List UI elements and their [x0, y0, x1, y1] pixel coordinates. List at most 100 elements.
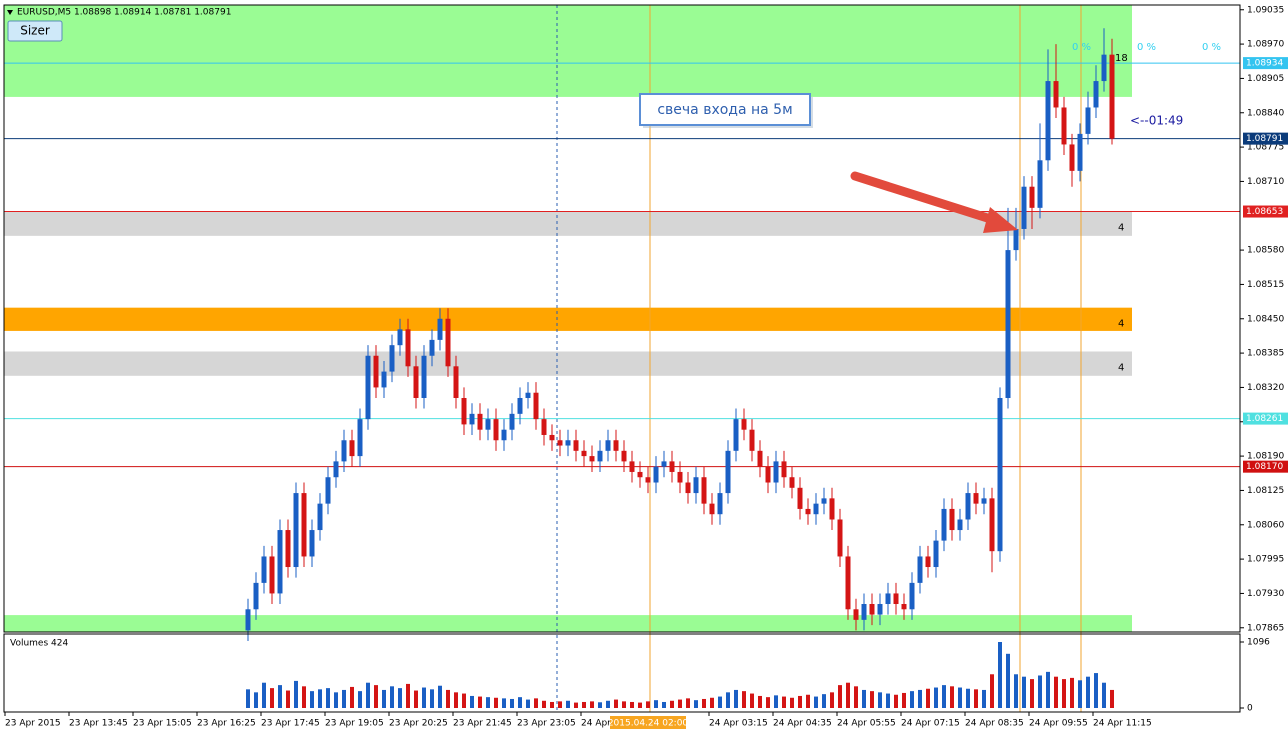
y-tick-label: 1.08125: [1247, 486, 1284, 496]
volume-bar: [862, 689, 866, 708]
y-tick-label: 1.07865: [1247, 623, 1284, 633]
volume-bar: [726, 692, 730, 708]
candle-body: [917, 556, 923, 583]
candle-body: [645, 477, 651, 483]
sizer-button-label[interactable]: Sizer: [20, 24, 50, 38]
zone: [4, 615, 1132, 632]
volume-bar: [1110, 689, 1114, 708]
volume-bar: [830, 692, 834, 708]
y-tick-label: 1.08775: [1247, 143, 1284, 153]
volume-bar: [814, 696, 818, 708]
candle-body: [309, 530, 315, 557]
candle-body: [925, 556, 931, 568]
candle-body: [373, 355, 379, 388]
volume-bar: [646, 701, 650, 708]
candle-body: [437, 318, 443, 340]
candle-body: [333, 461, 339, 478]
volume-bar: [686, 698, 690, 708]
sizer-button[interactable]: [7, 20, 63, 42]
symbol-header: EURUSD,M5 1.08898 1.08914 1.08781 1.0879…: [17, 8, 231, 18]
candle-body: [1085, 107, 1091, 134]
volume-bar: [470, 695, 474, 708]
volume-bar: [838, 685, 842, 708]
volume-bar: [390, 686, 394, 708]
candle-body: [661, 461, 667, 467]
candle-body: [381, 371, 387, 388]
volume-bar: [934, 687, 938, 708]
price-lines: [4, 62, 1240, 468]
volume-bar: [438, 685, 442, 708]
candle-body: [285, 530, 291, 568]
ticks: 1.090351.089701.089051.088401.087751.087…: [4, 5, 1288, 729]
candle-body: [253, 582, 259, 610]
volume-bar: [502, 698, 506, 708]
zone: [4, 211, 1132, 236]
candle-body: [597, 450, 603, 462]
volume-bar: [550, 701, 554, 708]
x-tick-label: 24 Apr 07:15: [901, 719, 960, 729]
cursor-time-box: [610, 716, 686, 729]
volume-bar: [542, 700, 546, 708]
percent-label: 0 %: [1202, 42, 1221, 53]
price-marker: [1243, 57, 1288, 70]
volume-bar: [406, 683, 410, 708]
zone-count: 4: [1118, 318, 1124, 329]
candle-body: [757, 450, 763, 467]
x-tick-label: 24 Apr: [581, 719, 611, 729]
y-tick-label: 1.08515: [1247, 280, 1284, 290]
price-marker: [1243, 132, 1288, 145]
annotation-text: свеча входа на 5м: [657, 102, 792, 118]
y-tick-label: 1.08320: [1247, 383, 1284, 393]
candle-body: [693, 477, 699, 494]
volumes: [246, 642, 1114, 708]
volume-bar: [454, 692, 458, 708]
volume-bar: [398, 688, 402, 708]
volume-bar: [358, 691, 362, 708]
candle-body: [509, 413, 515, 430]
zones: 4 4 4: [4, 5, 1132, 632]
volume-bar: [782, 696, 786, 708]
candle-body: [349, 440, 355, 457]
candle-body: [1069, 144, 1075, 171]
candle-body: [341, 440, 347, 462]
price-marker-label: 1.08261: [1246, 414, 1283, 424]
volume-bar: [790, 697, 794, 708]
candle-body: [429, 339, 435, 356]
candle-body: [933, 540, 939, 568]
volume-bar: [918, 689, 922, 708]
volume-bar: [750, 693, 754, 708]
x-tick-label: 23 Apr 13:45: [69, 719, 128, 729]
volume-bar: [1038, 675, 1042, 708]
cursor-time: 2015.04.24 02:00: [608, 719, 689, 729]
volume-bar: [510, 698, 514, 708]
candle-body: [1021, 186, 1027, 229]
candle-body: [485, 419, 491, 430]
volume-bar: [734, 689, 738, 708]
volume-bar: [326, 688, 330, 708]
x-tick-label: 23 Apr 15:05: [133, 719, 192, 729]
candle-body: [453, 366, 459, 398]
candle-body: [565, 440, 571, 446]
candle-body: [461, 397, 467, 425]
candle-body: [941, 508, 947, 541]
candle-body: [1053, 81, 1059, 108]
candle-body: [829, 498, 835, 520]
candle-body: [717, 493, 723, 515]
volume-bar: [494, 697, 498, 708]
candle-body: [541, 419, 547, 435]
volume-title: Volumes 424: [10, 639, 68, 649]
volume-bar: [1102, 682, 1106, 708]
volume-bar: [670, 700, 674, 708]
volume-bar: [630, 701, 634, 708]
candle-body: [949, 508, 955, 531]
candle-body: [837, 519, 843, 557]
x-tick-label: 24 Apr 04:35: [773, 719, 832, 729]
percent-label: 0 %: [1137, 42, 1156, 53]
volume-bar: [806, 694, 810, 708]
volume-bar: [998, 642, 1002, 708]
candle-body: [741, 419, 747, 430]
volume-bar: [606, 700, 610, 708]
candle-body: [245, 609, 251, 631]
volume-tick-label: 1096: [1247, 638, 1270, 648]
